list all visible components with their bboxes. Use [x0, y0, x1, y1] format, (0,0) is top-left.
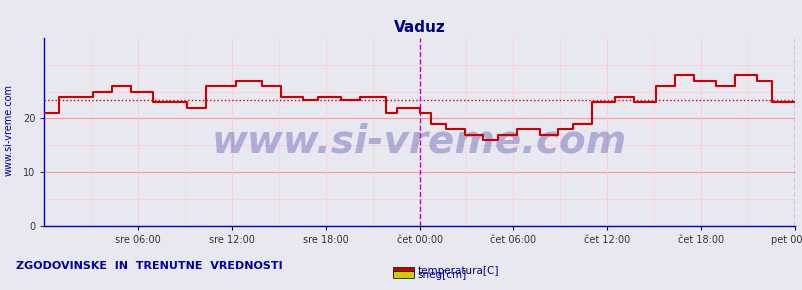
Text: ZGODOVINSKE  IN  TRENUTNE  VREDNOSTI: ZGODOVINSKE IN TRENUTNE VREDNOSTI — [16, 261, 282, 271]
Text: temperatura[C]: temperatura[C] — [417, 266, 498, 275]
Text: www.si-vreme.com: www.si-vreme.com — [212, 122, 626, 160]
Text: sneg[cm]: sneg[cm] — [417, 270, 466, 280]
Text: www.si-vreme.com: www.si-vreme.com — [4, 84, 14, 177]
Title: Vaduz: Vaduz — [393, 20, 445, 35]
